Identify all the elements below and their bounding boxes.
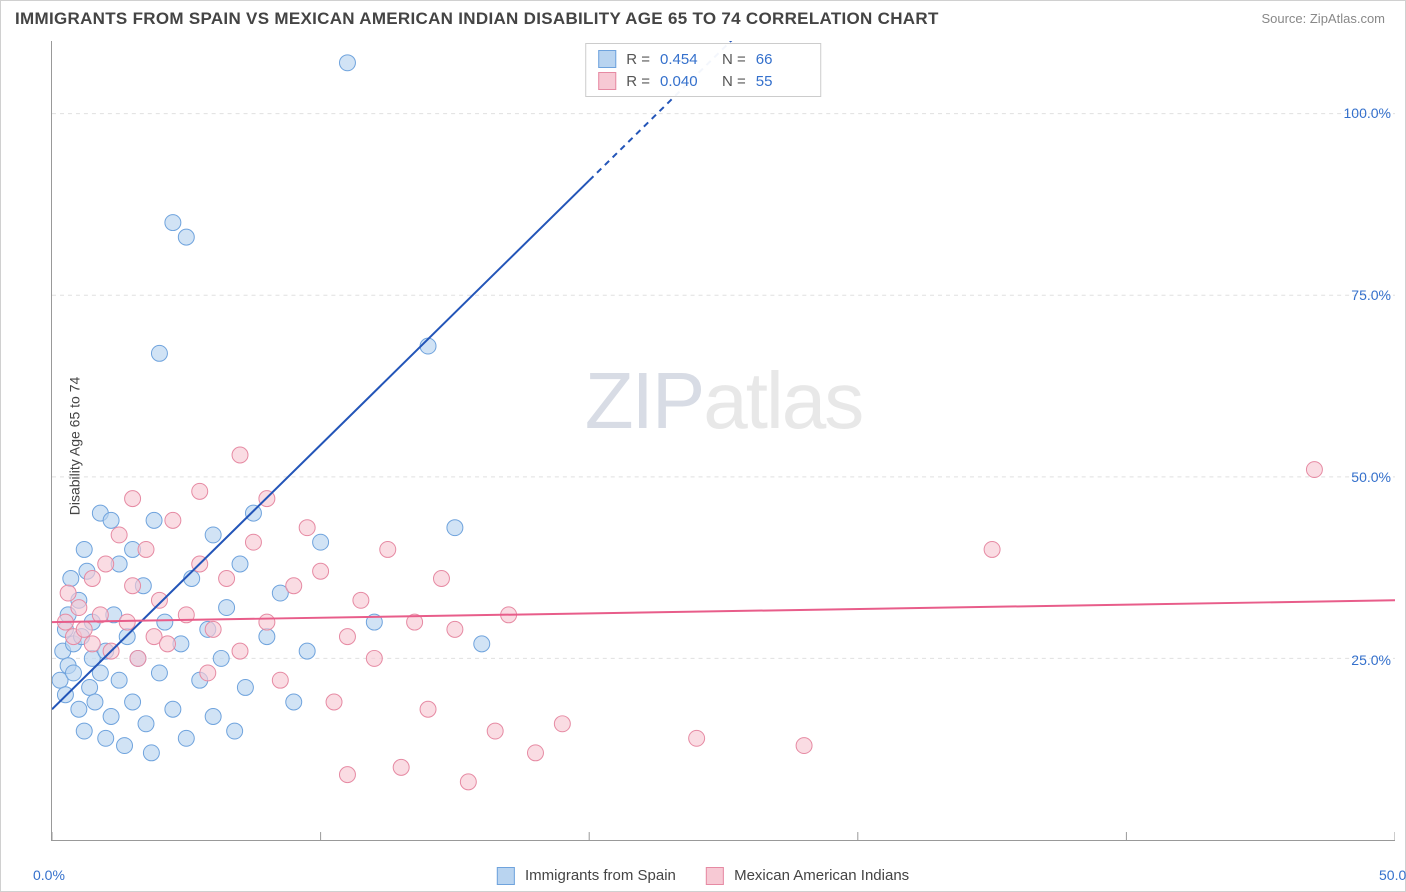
bottom-label-0: Immigrants from Spain xyxy=(525,867,676,884)
legend-row-0: R = 0.454 N = 66 xyxy=(598,48,808,70)
legend-swatch-0 xyxy=(598,50,616,68)
bottom-swatch-0 xyxy=(497,867,515,885)
chart-svg xyxy=(52,41,1395,840)
r-label-0: R = xyxy=(626,51,650,68)
legend-row-1: R = 0.040 N = 55 xyxy=(598,70,808,92)
y-tick-label: 75.0% xyxy=(1351,287,1391,303)
source-attribution: Source: ZipAtlas.com xyxy=(1261,11,1385,26)
y-tick-label: 100.0% xyxy=(1344,105,1391,121)
x-tick-label: 50.0% xyxy=(1379,867,1406,883)
y-tick-label: 50.0% xyxy=(1351,469,1391,485)
n-value-1: 55 xyxy=(756,73,808,90)
bottom-label-1: Mexican American Indians xyxy=(734,867,909,884)
r-value-1: 0.040 xyxy=(660,73,712,90)
series-legend: Immigrants from Spain Mexican American I… xyxy=(497,867,909,885)
bottom-legend-item-1: Mexican American Indians xyxy=(706,867,909,885)
n-label-0: N = xyxy=(722,51,746,68)
x-tick-label: 0.0% xyxy=(33,867,65,883)
n-value-0: 66 xyxy=(756,51,808,68)
n-label-1: N = xyxy=(722,73,746,90)
y-tick-label: 25.0% xyxy=(1351,652,1391,668)
r-label-1: R = xyxy=(626,73,650,90)
legend-swatch-1 xyxy=(598,72,616,90)
r-value-0: 0.454 xyxy=(660,51,712,68)
bottom-swatch-1 xyxy=(706,867,724,885)
chart-title: IMMIGRANTS FROM SPAIN VS MEXICAN AMERICA… xyxy=(15,9,939,29)
chart-container: IMMIGRANTS FROM SPAIN VS MEXICAN AMERICA… xyxy=(0,0,1406,892)
plot-area: ZIPatlas xyxy=(51,41,1395,841)
bottom-legend-item-0: Immigrants from Spain xyxy=(497,867,676,885)
correlation-legend: R = 0.454 N = 66 R = 0.040 N = 55 xyxy=(585,43,821,97)
